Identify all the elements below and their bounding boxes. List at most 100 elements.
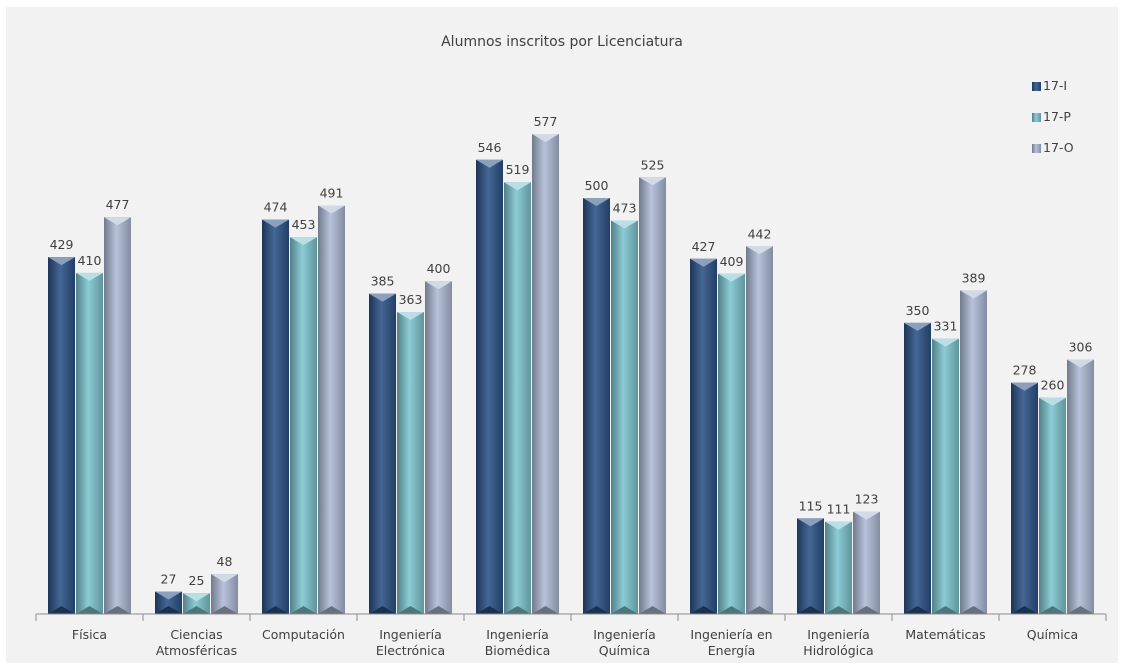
data-label: 123 <box>855 492 879 507</box>
category-label: Computación <box>262 627 345 642</box>
data-label: 400 <box>427 261 451 276</box>
bar-bevel-top <box>1039 397 1066 406</box>
bar-17-O-6 <box>746 246 773 614</box>
bar-17-O-5 <box>639 177 666 614</box>
data-label: 389 <box>962 270 986 285</box>
bar-17-O-7 <box>853 511 880 614</box>
bar-17-I-4 <box>476 159 503 614</box>
bar-bevel-top <box>1067 359 1094 368</box>
bar-bevel-top <box>76 272 103 281</box>
category-label: Física <box>72 627 107 642</box>
bar-bevel-top <box>797 518 824 527</box>
bar-bevel-bottom <box>318 606 345 614</box>
bar-bevel-top <box>211 574 238 583</box>
bar-17-I-8 <box>904 322 931 614</box>
bar-17-O-3 <box>425 281 452 614</box>
bar-bevel-top <box>853 511 880 520</box>
bar-17-I-7 <box>797 518 824 614</box>
bar-bevel-bottom <box>825 606 852 614</box>
bar-bevel-top <box>369 293 396 302</box>
bar-bevel-top <box>611 220 638 229</box>
data-label: 410 <box>78 253 102 268</box>
bar-bevel-bottom <box>583 606 610 614</box>
bar-bevel-bottom <box>639 606 666 614</box>
category-label: Hidrológica <box>803 643 873 658</box>
bar-bevel-bottom <box>532 606 559 614</box>
bar-17-P-4 <box>504 182 531 614</box>
bar-bevel-top <box>1011 382 1038 391</box>
bar-bevel-top <box>397 312 424 321</box>
data-label: 442 <box>748 226 772 241</box>
bar-bevel-bottom <box>611 606 638 614</box>
bar-bevel-bottom <box>1039 606 1066 614</box>
data-label: 278 <box>1013 363 1037 378</box>
bar-17-P-3 <box>397 312 424 614</box>
bar-bevel-top <box>104 217 131 226</box>
data-label: 519 <box>506 162 530 177</box>
data-label: 111 <box>827 502 851 517</box>
bar-bevel-top <box>932 338 959 347</box>
data-label: 577 <box>534 114 558 129</box>
category-label: Matemáticas <box>905 627 985 642</box>
data-label: 260 <box>1041 378 1065 393</box>
data-label: 427 <box>692 239 716 254</box>
bar-17-P-0 <box>76 272 103 614</box>
bar-bevel-top <box>904 322 931 331</box>
bar-17-P-1 <box>183 593 210 614</box>
bar-bevel-bottom <box>476 606 503 614</box>
bar-17-O-0 <box>104 217 131 614</box>
legend-swatch <box>1032 113 1041 122</box>
data-label: 474 <box>264 200 288 215</box>
legend-swatch <box>1032 82 1041 91</box>
legend-label: 17-I <box>1043 78 1067 93</box>
bar-bevel-bottom <box>960 606 987 614</box>
data-label: 363 <box>399 292 423 307</box>
bar-bevel-top <box>262 219 289 228</box>
bar-17-I-3 <box>369 293 396 614</box>
legend-label: 17-P <box>1043 109 1071 124</box>
data-label: 473 <box>613 201 637 216</box>
bar-bevel-bottom <box>397 606 424 614</box>
bar-17-P-9 <box>1039 397 1066 614</box>
data-label: 48 <box>217 554 233 569</box>
bar-bevel-bottom <box>904 606 931 614</box>
bar-bevel-bottom <box>211 606 238 614</box>
bar-bevel-bottom <box>369 606 396 614</box>
bars-layer <box>48 134 1094 615</box>
bar-bevel-top <box>290 237 317 246</box>
category-label: Ciencias <box>170 627 222 642</box>
bar-bevel-bottom <box>746 606 773 614</box>
legend-swatch <box>1032 144 1041 153</box>
data-label: 27 <box>161 572 177 587</box>
bar-bevel-top <box>183 593 210 602</box>
bar-bevel-top <box>318 205 345 214</box>
bar-17-P-8 <box>932 338 959 614</box>
category-label: Ingeniería <box>593 627 656 642</box>
bar-17-O-9 <box>1067 359 1094 614</box>
bar-17-O-8 <box>960 290 987 614</box>
bar-bevel-bottom <box>718 606 745 614</box>
data-label: 500 <box>585 178 609 193</box>
bar-17-O-2 <box>318 205 345 614</box>
data-label: 491 <box>320 186 344 201</box>
bar-17-I-1 <box>155 591 182 614</box>
bar-17-O-4 <box>532 134 559 614</box>
bar-17-P-5 <box>611 220 638 614</box>
bar-bevel-bottom <box>1067 606 1094 614</box>
data-label: 453 <box>292 217 316 232</box>
bar-chart: Alumnos inscritos por Licenciatura 429 41… <box>35 34 1107 658</box>
bar-bevel-top <box>155 591 182 600</box>
bar-bevel-bottom <box>290 606 317 614</box>
category-label: Ingeniería <box>486 627 549 642</box>
bar-bevel-top <box>504 182 531 191</box>
bar-17-I-2 <box>262 219 289 614</box>
data-label: 350 <box>906 303 930 318</box>
legend-label: 17-O <box>1043 140 1074 155</box>
bar-bevel-top <box>425 281 452 290</box>
data-label: 546 <box>478 140 502 155</box>
legend: 17-I 17-P 17-O <box>1032 78 1074 155</box>
category-label: Atmosféricas <box>156 643 237 658</box>
category-label: Química <box>1027 627 1078 642</box>
bar-bevel-top <box>476 159 503 168</box>
bar-17-I-6 <box>690 258 717 614</box>
